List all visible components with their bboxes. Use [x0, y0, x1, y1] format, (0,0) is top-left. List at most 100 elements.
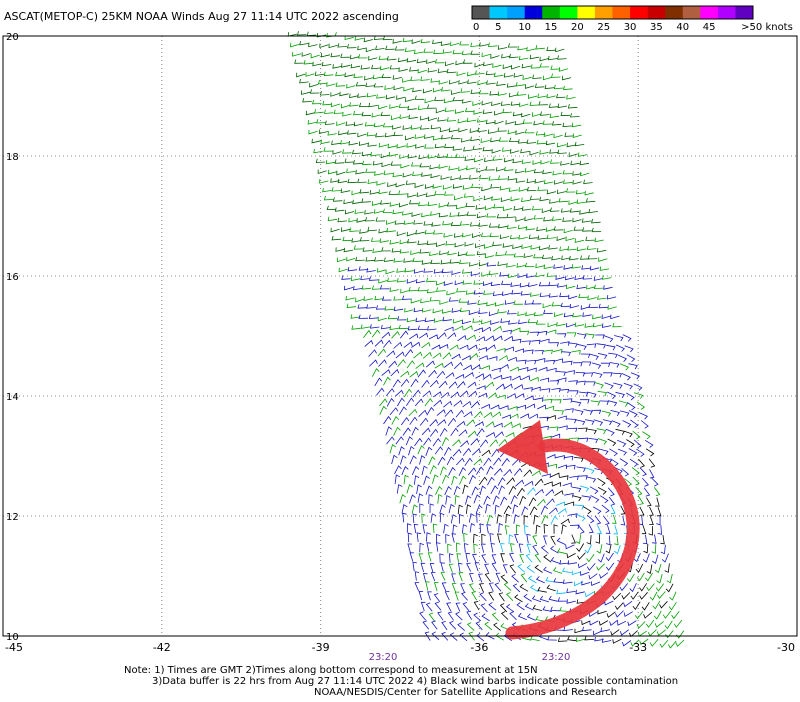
wind-barb: [358, 314, 369, 319]
wind-barb: [381, 324, 391, 330]
wind-barb: [544, 405, 555, 411]
wind-barb: [398, 406, 407, 415]
wind-barb: [364, 210, 374, 215]
wind-barb: [603, 515, 610, 525]
wind-barb: [639, 592, 648, 600]
wind-barb: [436, 287, 446, 292]
wind-barb: [363, 37, 373, 43]
wind-barb: [501, 53, 511, 59]
wind-barb: [349, 227, 359, 232]
wind-barb: [334, 207, 345, 212]
wind-barb: [586, 476, 597, 483]
wind-barb: [606, 294, 617, 300]
wind-barb: [446, 68, 457, 74]
wind-barb: [410, 76, 420, 81]
wind-barb: [574, 141, 585, 147]
wind-barb: [486, 80, 496, 85]
wind-barb: [520, 148, 530, 154]
wind-barb: [385, 94, 396, 100]
wind-barb: [464, 372, 474, 378]
wind-barb: [638, 458, 645, 468]
wind-barb: [438, 203, 448, 208]
wind-barb: [466, 165, 476, 171]
wind-barb: [374, 377, 383, 387]
wind-barb: [613, 525, 619, 535]
wind-barb: [386, 397, 395, 407]
wind-barb: [467, 430, 477, 438]
wind-barb: [519, 495, 527, 505]
wind-barb: [424, 134, 434, 139]
wind-barb: [496, 213, 507, 219]
wind-barb: [346, 303, 357, 308]
wind-barb: [455, 153, 465, 159]
wind-barb: [402, 172, 412, 178]
wind-barb: [401, 466, 409, 476]
wind-barb: [488, 311, 499, 317]
wind-barb: [473, 280, 483, 285]
wind-barb: [541, 254, 552, 260]
wind-barb: [461, 50, 472, 56]
wind-barb: [439, 504, 446, 514]
wind-barb: [381, 73, 392, 79]
wind-barb: [601, 410, 612, 417]
wind-barb: [508, 534, 514, 545]
wind-barb: [458, 127, 468, 133]
wind-barb: [296, 72, 306, 78]
wind-barb: [588, 438, 599, 444]
wind-barb: [450, 514, 457, 524]
wind-barb: [635, 486, 643, 496]
wind-barb: [551, 387, 561, 393]
wind-barb: [328, 43, 338, 49]
wind-barb: [622, 334, 632, 342]
wind-barb: [621, 592, 631, 600]
wind-barb: [413, 351, 423, 359]
wind-barb: [504, 250, 515, 256]
wind-barb: [457, 504, 463, 515]
wind-barb: [554, 312, 564, 317]
wind-barb: [357, 93, 367, 98]
wind-barb: [438, 164, 448, 169]
wind-barb: [319, 178, 329, 184]
wind-barb: [500, 611, 509, 620]
wind-barb: [410, 250, 420, 256]
wind-barb: [384, 85, 394, 90]
wind-barb: [638, 495, 644, 505]
wind-barb: [645, 448, 655, 457]
wind-barb: [386, 350, 396, 358]
wind-barb: [390, 369, 400, 377]
lon-tick-label: -30: [777, 641, 795, 654]
wind-barb: [507, 224, 517, 230]
wind-barb: [349, 93, 359, 99]
wind-barb: [483, 495, 491, 505]
wind-barb: [436, 533, 441, 544]
wind-barb: [605, 562, 615, 571]
wind-barb: [576, 466, 586, 472]
wind-barb: [406, 231, 416, 237]
wind-barb: [428, 456, 436, 466]
wind-barb: [459, 259, 469, 265]
wind-barb: [532, 535, 538, 545]
wind-barb: [610, 505, 616, 515]
wind-barb: [477, 300, 487, 305]
wind-barb: [515, 178, 526, 183]
wind-barb: [479, 174, 489, 180]
wind-barb: [623, 430, 633, 438]
wind-barb: [579, 210, 589, 215]
wind-barb: [549, 342, 560, 347]
wind-barb: [639, 467, 647, 477]
wind-barb: [597, 487, 607, 495]
wind-barb: [355, 297, 365, 303]
wind-barb: [515, 82, 526, 87]
wind-barb: [502, 206, 513, 212]
wind-barb: [488, 392, 498, 399]
colorbar-label: 25: [597, 22, 610, 33]
wind-barb: [315, 158, 326, 164]
wind-barb: [410, 378, 419, 388]
wind-barb: [654, 563, 662, 574]
wind-barb: [526, 273, 536, 278]
wind-barb: [371, 64, 381, 70]
wind-barb: [424, 98, 434, 104]
wind-barb: [500, 197, 511, 203]
wind-barb: [371, 368, 380, 377]
wind-barb: [440, 562, 446, 572]
